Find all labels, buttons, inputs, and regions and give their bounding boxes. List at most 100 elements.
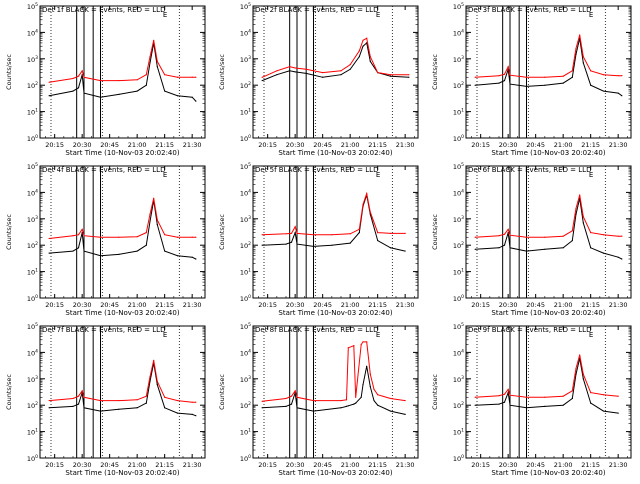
data-point bbox=[366, 42, 368, 44]
detector-panel: 100 101 102 103 104 105 20:15 20:30 20:45 21:00 21… bbox=[0, 0, 213, 160]
y-tick-label: 102 bbox=[453, 81, 464, 90]
data-point bbox=[191, 96, 193, 98]
data-point bbox=[48, 81, 50, 83]
data-point bbox=[83, 250, 85, 252]
y-tick-exponent: 1 bbox=[35, 108, 38, 114]
data-point bbox=[389, 247, 392, 249]
x-tick-label: 20:45 bbox=[526, 461, 545, 469]
x-tick-label: 21:30 bbox=[183, 141, 202, 149]
data-point bbox=[331, 244, 333, 246]
data-point bbox=[340, 399, 342, 402]
chart-title: Det 7f BLACK = Events, RED = LLD bbox=[42, 326, 165, 334]
y-tick-exponent: 0 bbox=[248, 294, 251, 300]
y-tick-exponent: 5 bbox=[248, 162, 251, 168]
y-tick-exponent: 3 bbox=[35, 215, 38, 221]
data-point bbox=[296, 396, 298, 398]
data-point bbox=[503, 393, 506, 395]
y-tick-label: 103 bbox=[27, 55, 38, 64]
y-tick-exponent: 5 bbox=[35, 162, 38, 168]
y-tick-exponent: 1 bbox=[35, 428, 38, 434]
x-tick-label: 21:15 bbox=[368, 301, 387, 309]
data-point bbox=[81, 390, 83, 392]
data-point bbox=[617, 395, 619, 397]
data-point bbox=[331, 234, 333, 236]
data-point bbox=[366, 37, 368, 39]
data-point bbox=[617, 256, 619, 258]
y-tick-exponent: 2 bbox=[461, 81, 464, 87]
data-point bbox=[366, 341, 368, 343]
marker-glyph: E bbox=[163, 11, 167, 19]
y-tick-label: 102 bbox=[453, 241, 464, 250]
data-point bbox=[590, 402, 592, 404]
data-point bbox=[153, 39, 155, 41]
data-point bbox=[507, 392, 509, 394]
y-tick-exponent: 4 bbox=[461, 348, 464, 354]
chart-title: Det 6f BLACK = Events, RED = LLD bbox=[468, 166, 591, 174]
data-point bbox=[77, 234, 80, 236]
chart-title: Det 2f BLACK = Events, RED = LLD bbox=[255, 6, 378, 14]
x-tick-label: 20:30 bbox=[499, 301, 518, 309]
data-point bbox=[322, 72, 324, 74]
data-point bbox=[389, 74, 392, 76]
data-point bbox=[81, 228, 83, 230]
y-tick-exponent: 3 bbox=[248, 55, 251, 61]
data-point bbox=[305, 68, 307, 70]
data-point bbox=[99, 96, 102, 98]
data-point bbox=[362, 384, 364, 386]
data-point bbox=[377, 232, 379, 234]
y-tick-exponent: 0 bbox=[35, 454, 38, 460]
y-tick-label: 104 bbox=[453, 28, 464, 37]
data-point bbox=[590, 392, 592, 394]
y-axis-label: Counts/sec bbox=[5, 54, 13, 90]
data-point bbox=[369, 56, 371, 58]
data-point bbox=[366, 365, 368, 367]
data-point bbox=[404, 413, 406, 415]
data-point bbox=[498, 395, 500, 397]
plot-frame bbox=[465, 5, 632, 139]
events-series-line bbox=[262, 41, 409, 82]
x-tick-label: 21:00 bbox=[554, 141, 573, 149]
data-point bbox=[294, 226, 296, 228]
data-point bbox=[261, 407, 263, 409]
y-axis-label: Counts/sec bbox=[5, 374, 13, 410]
data-point bbox=[289, 66, 291, 68]
data-point bbox=[72, 405, 74, 408]
y-tick-exponent: 0 bbox=[461, 134, 464, 140]
data-point bbox=[509, 247, 511, 249]
data-point bbox=[276, 74, 278, 76]
data-point bbox=[571, 239, 573, 242]
data-point bbox=[507, 388, 509, 390]
x-tick-label: 20:30 bbox=[286, 141, 305, 149]
data-point bbox=[118, 399, 120, 402]
lld-series-line bbox=[475, 194, 622, 238]
x-tick-label: 20:30 bbox=[286, 461, 305, 469]
data-point bbox=[312, 245, 315, 248]
y-tick-label: 101 bbox=[453, 108, 464, 117]
data-point bbox=[156, 60, 158, 62]
y-tick-exponent: 3 bbox=[461, 55, 464, 61]
data-point bbox=[48, 237, 50, 240]
data-point bbox=[83, 396, 85, 398]
data-point bbox=[498, 247, 500, 249]
data-point bbox=[153, 359, 155, 361]
data-point bbox=[404, 250, 406, 252]
data-point bbox=[145, 84, 147, 86]
data-point bbox=[525, 396, 528, 398]
data-point bbox=[289, 70, 291, 72]
y-tick-label: 105 bbox=[240, 322, 251, 331]
data-point bbox=[525, 407, 528, 409]
data-point bbox=[602, 394, 605, 396]
data-point bbox=[590, 70, 592, 72]
data-point bbox=[498, 235, 500, 237]
data-point bbox=[353, 403, 355, 405]
data-point bbox=[312, 399, 315, 402]
data-point bbox=[261, 244, 263, 246]
data-point bbox=[474, 236, 476, 238]
data-point bbox=[582, 216, 584, 218]
data-point bbox=[617, 235, 619, 237]
data-point bbox=[498, 82, 500, 84]
